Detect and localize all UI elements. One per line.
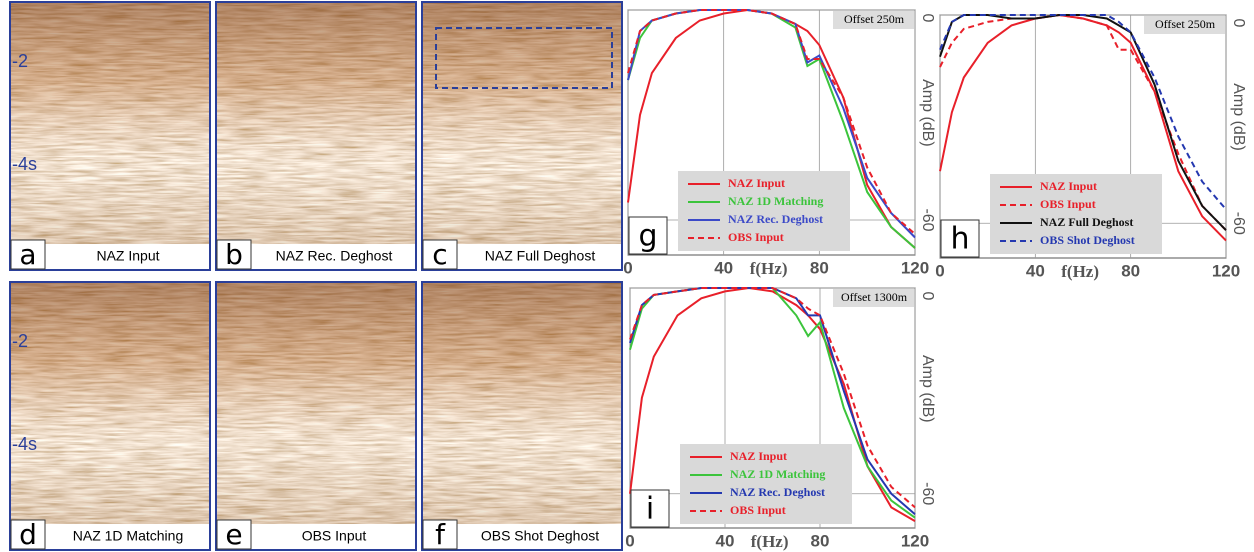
legend-label: NAZ Full Deghost bbox=[1040, 215, 1133, 229]
annotation-box bbox=[833, 11, 914, 29]
panel-letter: i bbox=[646, 492, 654, 527]
y-axis-label: Amp (dB) bbox=[1230, 83, 1247, 151]
x-tick-label: 40 bbox=[1026, 261, 1045, 280]
letter-box bbox=[628, 216, 668, 255]
letter-box bbox=[422, 519, 458, 550]
y-tick-label: 0 bbox=[919, 14, 936, 23]
x-tick-label: 80 bbox=[811, 531, 830, 550]
depth-label: -4s bbox=[12, 154, 37, 174]
panel-letter: h bbox=[950, 222, 969, 257]
letter-box bbox=[630, 489, 670, 528]
y-tick-label: -60 bbox=[1230, 212, 1247, 235]
depth-label: -2 bbox=[12, 331, 28, 351]
legend-label: NAZ Rec. Deghost bbox=[728, 212, 823, 226]
panel-caption: NAZ 1D Matching bbox=[73, 528, 183, 544]
panel-letter: e bbox=[225, 518, 242, 551]
legend-label: NAZ Rec. Deghost bbox=[730, 485, 825, 499]
highlight-box bbox=[435, 27, 613, 89]
series-line bbox=[939, 14, 1227, 211]
seismic-shade bbox=[216, 2, 416, 270]
x-tick-label: 120 bbox=[901, 258, 929, 277]
legend-label: NAZ Input bbox=[1040, 179, 1097, 193]
series-line bbox=[629, 287, 916, 509]
panel-letter: a bbox=[19, 238, 36, 271]
panel-frame bbox=[421, 1, 623, 271]
panel-frame bbox=[215, 281, 417, 551]
y-tick-label: -60 bbox=[919, 482, 936, 505]
y-tick-label: 0 bbox=[1230, 19, 1247, 28]
legend-label: OBS Input bbox=[730, 503, 786, 517]
x-tick-label: 0 bbox=[623, 258, 632, 277]
annotation: Offset 1300m bbox=[841, 290, 908, 304]
annotation: Offset 250m bbox=[1155, 17, 1216, 31]
x-tick-label: 80 bbox=[810, 258, 829, 277]
depth-label: -4s bbox=[12, 434, 37, 454]
panel-caption: NAZ Input bbox=[96, 248, 159, 264]
letter-box bbox=[422, 239, 458, 270]
series-line bbox=[627, 9, 916, 235]
panel-letter: g bbox=[638, 219, 657, 254]
y-axis-label: Amp (dB) bbox=[919, 355, 936, 423]
legend-label: OBS Input bbox=[728, 230, 784, 244]
letter-box bbox=[10, 519, 46, 550]
legend-label: OBS Shot Deghost bbox=[1040, 233, 1135, 247]
x-tick-label: 80 bbox=[1121, 261, 1140, 280]
x-tick-label: 120 bbox=[901, 531, 929, 550]
panel-caption: NAZ Full Deghost bbox=[485, 248, 596, 264]
letter-box bbox=[10, 239, 46, 270]
panel-caption: NAZ Rec. Deghost bbox=[276, 248, 393, 264]
panel-frame bbox=[9, 281, 211, 551]
panel-letter: c bbox=[432, 238, 447, 271]
x-axis-label: f(Hz) bbox=[1061, 262, 1099, 281]
legend-label: NAZ Input bbox=[730, 449, 787, 463]
letter-box bbox=[216, 239, 252, 270]
x-tick-label: 0 bbox=[935, 261, 944, 280]
x-tick-label: 40 bbox=[714, 258, 733, 277]
panel-letter: f bbox=[435, 518, 446, 551]
y-axis-label: Amp (dB) bbox=[919, 79, 936, 147]
panel-frame bbox=[421, 281, 623, 551]
x-tick-label: 0 bbox=[625, 531, 634, 550]
panel-letter: b bbox=[225, 238, 243, 271]
panel-caption: OBS Input bbox=[302, 528, 367, 544]
letter-box bbox=[940, 219, 980, 258]
legend-label: NAZ 1D Matching bbox=[728, 194, 823, 208]
annotation-box bbox=[1144, 16, 1225, 34]
seismic-shade bbox=[10, 2, 210, 270]
y-tick-label: -60 bbox=[919, 208, 936, 231]
panel-frame bbox=[9, 1, 211, 271]
seismic-shade bbox=[422, 2, 622, 270]
legend-label: OBS Input bbox=[1040, 197, 1096, 211]
panel-letter: d bbox=[19, 518, 37, 551]
seismic-shade bbox=[422, 282, 622, 550]
y-tick-label: 0 bbox=[919, 292, 936, 301]
seismic-shade bbox=[216, 282, 416, 550]
depth-label: -2 bbox=[12, 51, 28, 71]
legend-label: NAZ Input bbox=[728, 176, 785, 190]
annotation: Offset 250m bbox=[844, 12, 905, 26]
x-tick-label: 120 bbox=[1212, 261, 1240, 280]
series-line bbox=[939, 13, 1227, 242]
x-axis-label: f(Hz) bbox=[750, 259, 788, 278]
panel-caption: OBS Shot Deghost bbox=[481, 528, 599, 544]
seismic-shade bbox=[10, 282, 210, 550]
x-tick-label: 40 bbox=[716, 531, 735, 550]
letter-box bbox=[216, 519, 252, 550]
legend-label: NAZ 1D Matching bbox=[730, 467, 825, 481]
annotation-box bbox=[833, 289, 914, 307]
x-axis-label: f(Hz) bbox=[751, 532, 789, 551]
panel-frame bbox=[215, 1, 417, 271]
